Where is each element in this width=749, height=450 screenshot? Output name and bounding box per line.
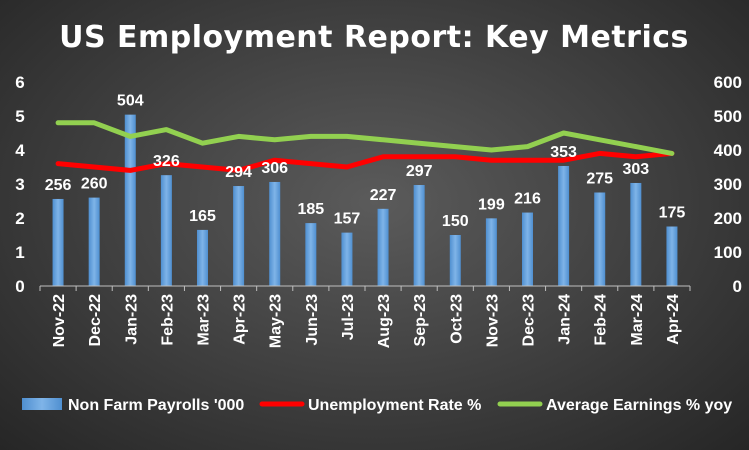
y-right-tick-100: 100 bbox=[714, 243, 742, 262]
y-left-tick-3: 3 bbox=[15, 175, 24, 194]
x-tick-label-Apr-23: Apr-23 bbox=[232, 294, 249, 345]
x-tick-label-Jul-23: Jul-23 bbox=[340, 294, 357, 340]
x-tick-label-Feb-24: Feb-24 bbox=[593, 294, 610, 346]
data-label-Oct-23: 150 bbox=[442, 213, 469, 230]
bar-Aug-23 bbox=[377, 208, 389, 286]
data-label-Nov-23: 199 bbox=[478, 196, 505, 213]
x-tick-label-Sep-23: Sep-23 bbox=[412, 294, 429, 347]
y-right-tick-0: 0 bbox=[733, 277, 742, 296]
bar-Sep-23 bbox=[413, 185, 425, 286]
bar-Jul-23 bbox=[341, 232, 353, 286]
y-right-tick-400: 400 bbox=[714, 141, 742, 160]
data-label-Feb-23: 326 bbox=[153, 153, 180, 170]
x-tick-label-Jan-24: Jan-24 bbox=[557, 294, 574, 345]
bar-May-23 bbox=[269, 181, 281, 286]
legend-label-non-farm-payrolls-000: Non Farm Payrolls '000 bbox=[68, 397, 244, 414]
y-left-tick-4: 4 bbox=[15, 141, 25, 160]
x-tick-label-Nov-23: Nov-23 bbox=[484, 294, 501, 347]
bar-Nov-22 bbox=[52, 198, 64, 286]
bar-Dec-22 bbox=[88, 197, 100, 286]
bar-Jan-24 bbox=[558, 165, 570, 286]
data-label-Mar-23: 165 bbox=[189, 208, 216, 225]
data-label-Feb-24: 275 bbox=[586, 171, 613, 188]
bar-Apr-23 bbox=[233, 186, 245, 286]
bar-Feb-23 bbox=[160, 175, 172, 286]
y-right-tick-200: 200 bbox=[714, 209, 742, 228]
data-label-Apr-24: 175 bbox=[659, 205, 686, 222]
legend: Non Farm Payrolls '000 Unemployment Rate … bbox=[22, 397, 732, 414]
data-labels-group: 256 260 504 326 165 294 306 185 157 227 297 150 199 2… bbox=[45, 93, 686, 230]
bar-Jan-23 bbox=[124, 114, 136, 286]
legend-label-unemployment-rate: Unemployment Rate % bbox=[308, 397, 481, 414]
x-tick-label-Aug-23: Aug-23 bbox=[376, 294, 393, 348]
lines-group bbox=[55, 120, 675, 173]
x-tick-label-Dec-23: Dec-23 bbox=[521, 294, 538, 347]
x-tick-label-Apr-24: Apr-24 bbox=[665, 294, 682, 345]
bar-Apr-24 bbox=[666, 226, 678, 286]
bar-Jun-23 bbox=[305, 223, 317, 286]
data-label-Jan-24: 353 bbox=[550, 144, 577, 161]
bar-Mar-24 bbox=[630, 182, 642, 286]
y-right-tick-600: 600 bbox=[714, 73, 742, 92]
bar-Feb-24 bbox=[594, 192, 606, 286]
x-tick-label-May-23: May-23 bbox=[268, 294, 285, 348]
data-label-Apr-23: 294 bbox=[225, 164, 252, 181]
x-tick-label-Mar-24: Mar-24 bbox=[629, 294, 646, 346]
data-label-May-23: 306 bbox=[261, 160, 288, 177]
line-average-earnings-yoy bbox=[55, 120, 675, 156]
data-label-Jan-23: 504 bbox=[117, 93, 144, 110]
y-left-tick-5: 5 bbox=[15, 107, 24, 126]
data-label-Dec-23: 216 bbox=[514, 191, 541, 208]
x-tick-label-Jan-23: Jan-23 bbox=[123, 294, 140, 345]
x-tick-label-Nov-22: Nov-22 bbox=[51, 294, 68, 347]
data-label-Mar-24: 303 bbox=[622, 161, 649, 178]
bar-Mar-23 bbox=[197, 229, 208, 286]
data-label-Nov-22: 256 bbox=[45, 177, 72, 194]
data-label-Aug-23: 227 bbox=[370, 187, 397, 204]
y-right-tick-300: 300 bbox=[714, 175, 742, 194]
y-left-tick-0: 0 bbox=[15, 277, 24, 296]
y-left-tick-6: 6 bbox=[15, 73, 24, 92]
data-label-Jul-23: 157 bbox=[334, 211, 361, 228]
bar-Nov-23 bbox=[485, 218, 497, 286]
y-right-tick-500: 500 bbox=[714, 107, 742, 126]
legend-swatch-non-farm-payrolls-000 bbox=[22, 398, 62, 410]
x-tick-label-Mar-23: Mar-23 bbox=[196, 294, 213, 346]
x-tick-label-Jun-23: Jun-23 bbox=[304, 294, 321, 346]
x-tick-label-Oct-23: Oct-23 bbox=[448, 294, 465, 344]
legend-label-average-earnings-yoy: Average Earnings % yoy bbox=[546, 397, 732, 414]
y-left-tick-1: 1 bbox=[15, 243, 24, 262]
x-tick-label-Feb-23: Feb-23 bbox=[159, 294, 176, 346]
data-label-Sep-23: 297 bbox=[406, 163, 433, 180]
line-unemployment-rate bbox=[55, 150, 675, 173]
x-tick-label-Dec-22: Dec-22 bbox=[87, 294, 104, 347]
chart-title: US Employment Report: Key Metrics bbox=[59, 20, 689, 55]
data-label-Jun-23: 185 bbox=[297, 201, 324, 218]
data-label-Dec-22: 260 bbox=[81, 176, 108, 193]
axes-group: Nov-22 Dec-22 Jan-23 Feb-23 Mar-23 Apr-23 May-… bbox=[15, 73, 742, 348]
bar-Dec-23 bbox=[522, 212, 533, 286]
bars-group bbox=[52, 114, 678, 286]
bar-Oct-23 bbox=[449, 235, 461, 286]
y-left-tick-2: 2 bbox=[15, 209, 24, 228]
